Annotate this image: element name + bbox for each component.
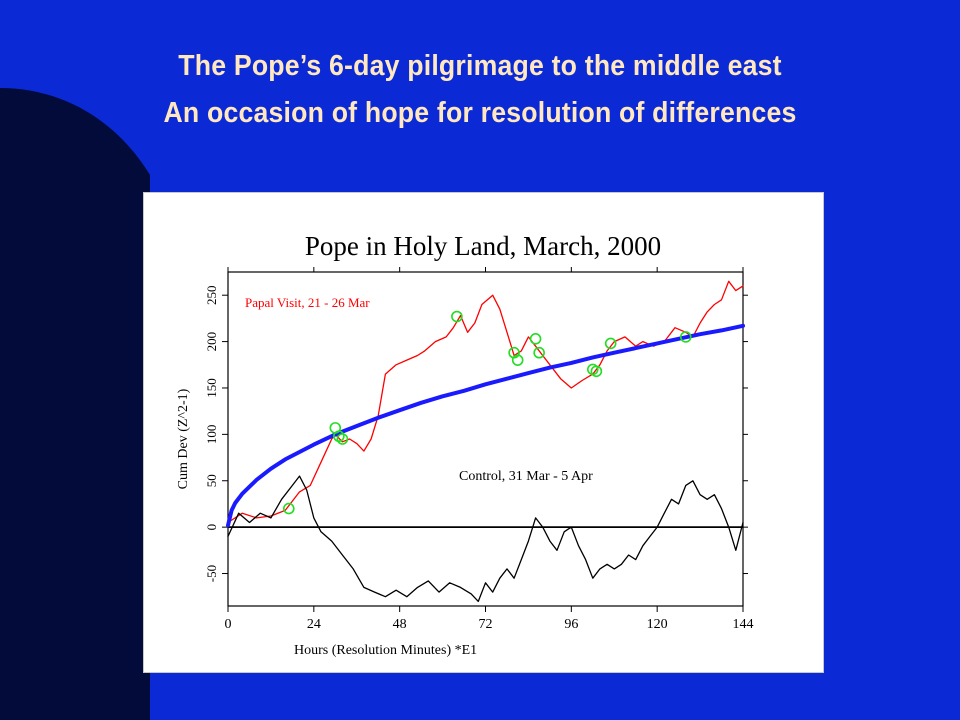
- x-tick-label: 0: [225, 617, 232, 632]
- marker-layer: [282, 310, 692, 515]
- chart-title: Pope in Holy Land, March, 2000: [305, 231, 661, 261]
- papal-visit-line: [227, 280, 744, 524]
- y-tick-label: 100: [204, 425, 219, 445]
- green-marker: [590, 365, 603, 378]
- y-axis-label: Cum Dev (Z^2-1): [176, 388, 191, 489]
- green-marker: [511, 354, 524, 366]
- x-tick-label: 96: [564, 617, 578, 632]
- x-tick-label: 48: [393, 617, 407, 632]
- green-marker: [533, 346, 545, 359]
- green-marker: [282, 502, 295, 515]
- green-marker: [336, 433, 349, 445]
- y-tick-label: 150: [204, 378, 219, 398]
- green-marker: [679, 331, 692, 343]
- control-annotation: Control, 31 Mar - 5 Apr: [459, 469, 593, 484]
- green-marker: [529, 333, 542, 345]
- x-tick-label: 120: [647, 617, 668, 632]
- dark-corner-shape: [0, 88, 150, 720]
- chart-svg: Pope in Holy Land, March, 2000 0 24 48 72 96…: [176, 231, 754, 658]
- slide-title-line-2: An occasion of hope for resolution of di…: [163, 97, 797, 129]
- series-layer: [226, 280, 745, 603]
- trend-curve: [226, 323, 745, 528]
- y-tick-label: -50: [204, 565, 219, 582]
- x-tick-label: 144: [733, 617, 754, 632]
- slide-title-line-1: The Pope’s 6-day pilgrimage to the middl…: [178, 50, 782, 82]
- plot-frame: [227, 271, 744, 607]
- y-tick-label: 0: [204, 524, 219, 531]
- green-marker: [333, 430, 345, 443]
- green-marker: [451, 310, 463, 323]
- y-tick-label: 50: [204, 474, 219, 487]
- y-tick-label: 250: [204, 285, 219, 305]
- chart-figure: Pope in Holy Land, March, 2000 0 24 48 72 96…: [143, 192, 824, 673]
- y-tick-label: 200: [204, 332, 219, 352]
- x-tick-label: 72: [479, 617, 493, 632]
- x-axis-label: Hours (Resolution Minutes) *E1: [294, 643, 477, 658]
- control-line: [227, 475, 744, 603]
- x-tick-label: 24: [307, 617, 321, 632]
- green-marker: [604, 337, 617, 350]
- y-axis: -50 0 50 100 150 200 250: [204, 285, 748, 582]
- papal-visit-annotation: Papal Visit, 21 - 26 Mar: [245, 295, 370, 310]
- x-axis: 0 24 48 72 96 120 144: [225, 267, 754, 632]
